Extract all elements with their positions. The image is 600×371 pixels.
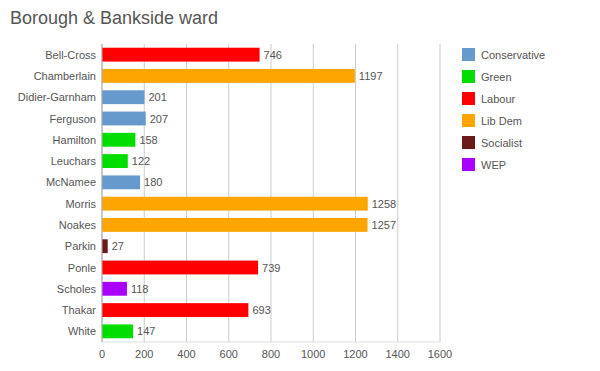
category-label: Chamberlain [34, 70, 96, 82]
category-label: Didier-Garnham [18, 91, 96, 103]
grid-line [228, 44, 229, 342]
data-label: 118 [131, 283, 149, 295]
data-label: 147 [137, 325, 155, 337]
data-label: 207 [150, 113, 168, 125]
grid-line [397, 44, 398, 342]
data-label: 1257 [372, 219, 396, 231]
grid-line [144, 44, 145, 342]
data-label: 180 [144, 176, 162, 188]
tick-label: 1200 [343, 348, 367, 360]
data-label: 27 [112, 240, 124, 252]
bar [102, 324, 133, 338]
tick-label: 600 [220, 348, 238, 360]
tick-label: 1000 [301, 348, 325, 360]
tick-label: 1400 [386, 348, 410, 360]
legend-swatch [462, 70, 475, 83]
legend-label: WEP [481, 159, 506, 171]
tick-label: 400 [177, 348, 195, 360]
bars [102, 48, 368, 339]
legend-swatch [462, 136, 475, 149]
tick-label: 0 [99, 348, 105, 360]
bar [102, 282, 127, 296]
data-label: 158 [139, 134, 157, 146]
x-axis-line [102, 342, 440, 343]
category-label: Leuchars [51, 155, 97, 167]
category-label: Scholes [57, 283, 97, 295]
legend-label: Conservative [481, 49, 545, 61]
bar [102, 239, 108, 253]
legend-label: Green [481, 71, 512, 83]
bar [102, 218, 368, 232]
grid [102, 44, 440, 342]
category-label: Hamilton [53, 134, 96, 146]
data-label: 693 [252, 304, 270, 316]
data-labels: 201 207 180 158 122 147 746 739 693 1197 1258 1257 2… [112, 49, 397, 338]
category-label: McNamee [46, 176, 96, 188]
data-label: 1258 [372, 198, 396, 210]
chart: Borough & Bankside ward 0 200 400 600 800 1000… [0, 0, 600, 371]
category-label: White [68, 325, 96, 337]
legend-label: Lib Dem [481, 115, 522, 127]
category-label: Morris [65, 198, 96, 210]
legend-label: Socialist [481, 137, 522, 149]
title: Borough & Bankside ward [10, 8, 218, 28]
category-label: Noakes [59, 219, 97, 231]
category-label: Ponle [68, 262, 96, 274]
tick-label: 200 [135, 348, 153, 360]
legend-swatch [462, 48, 475, 61]
bar [102, 175, 140, 189]
tick-label: 1600 [428, 348, 452, 360]
bar [102, 69, 355, 83]
category-label: Thakar [62, 304, 97, 316]
grid-line [102, 44, 103, 342]
legend-label: Labour [481, 93, 516, 105]
data-label: 746 [264, 49, 282, 61]
grid-line [271, 44, 272, 342]
data-label: 201 [148, 91, 166, 103]
data-label: 122 [132, 155, 150, 167]
grid-line [355, 44, 356, 342]
legend-swatch [462, 158, 475, 171]
grid-line [313, 44, 314, 342]
legend-swatch [462, 114, 475, 127]
bar [102, 154, 128, 168]
bar [102, 197, 368, 211]
tick-label: 800 [262, 348, 280, 360]
legend-swatch [462, 92, 475, 105]
y-axis-line [102, 44, 103, 342]
bar [102, 133, 135, 147]
category-label: Parkin [65, 240, 96, 252]
legend: Conservative Green Labour Lib Dem Socialist W… [462, 48, 545, 171]
category-label: Bell-Cross [45, 49, 96, 61]
bar [102, 90, 144, 104]
grid-line [186, 44, 187, 342]
bar [102, 112, 146, 126]
grid-line [440, 44, 441, 342]
bar [102, 303, 248, 317]
category-label: Ferguson [50, 113, 96, 125]
data-label: 1197 [359, 70, 383, 82]
bar [102, 261, 258, 275]
bar [102, 48, 260, 62]
data-label: 739 [262, 262, 280, 274]
